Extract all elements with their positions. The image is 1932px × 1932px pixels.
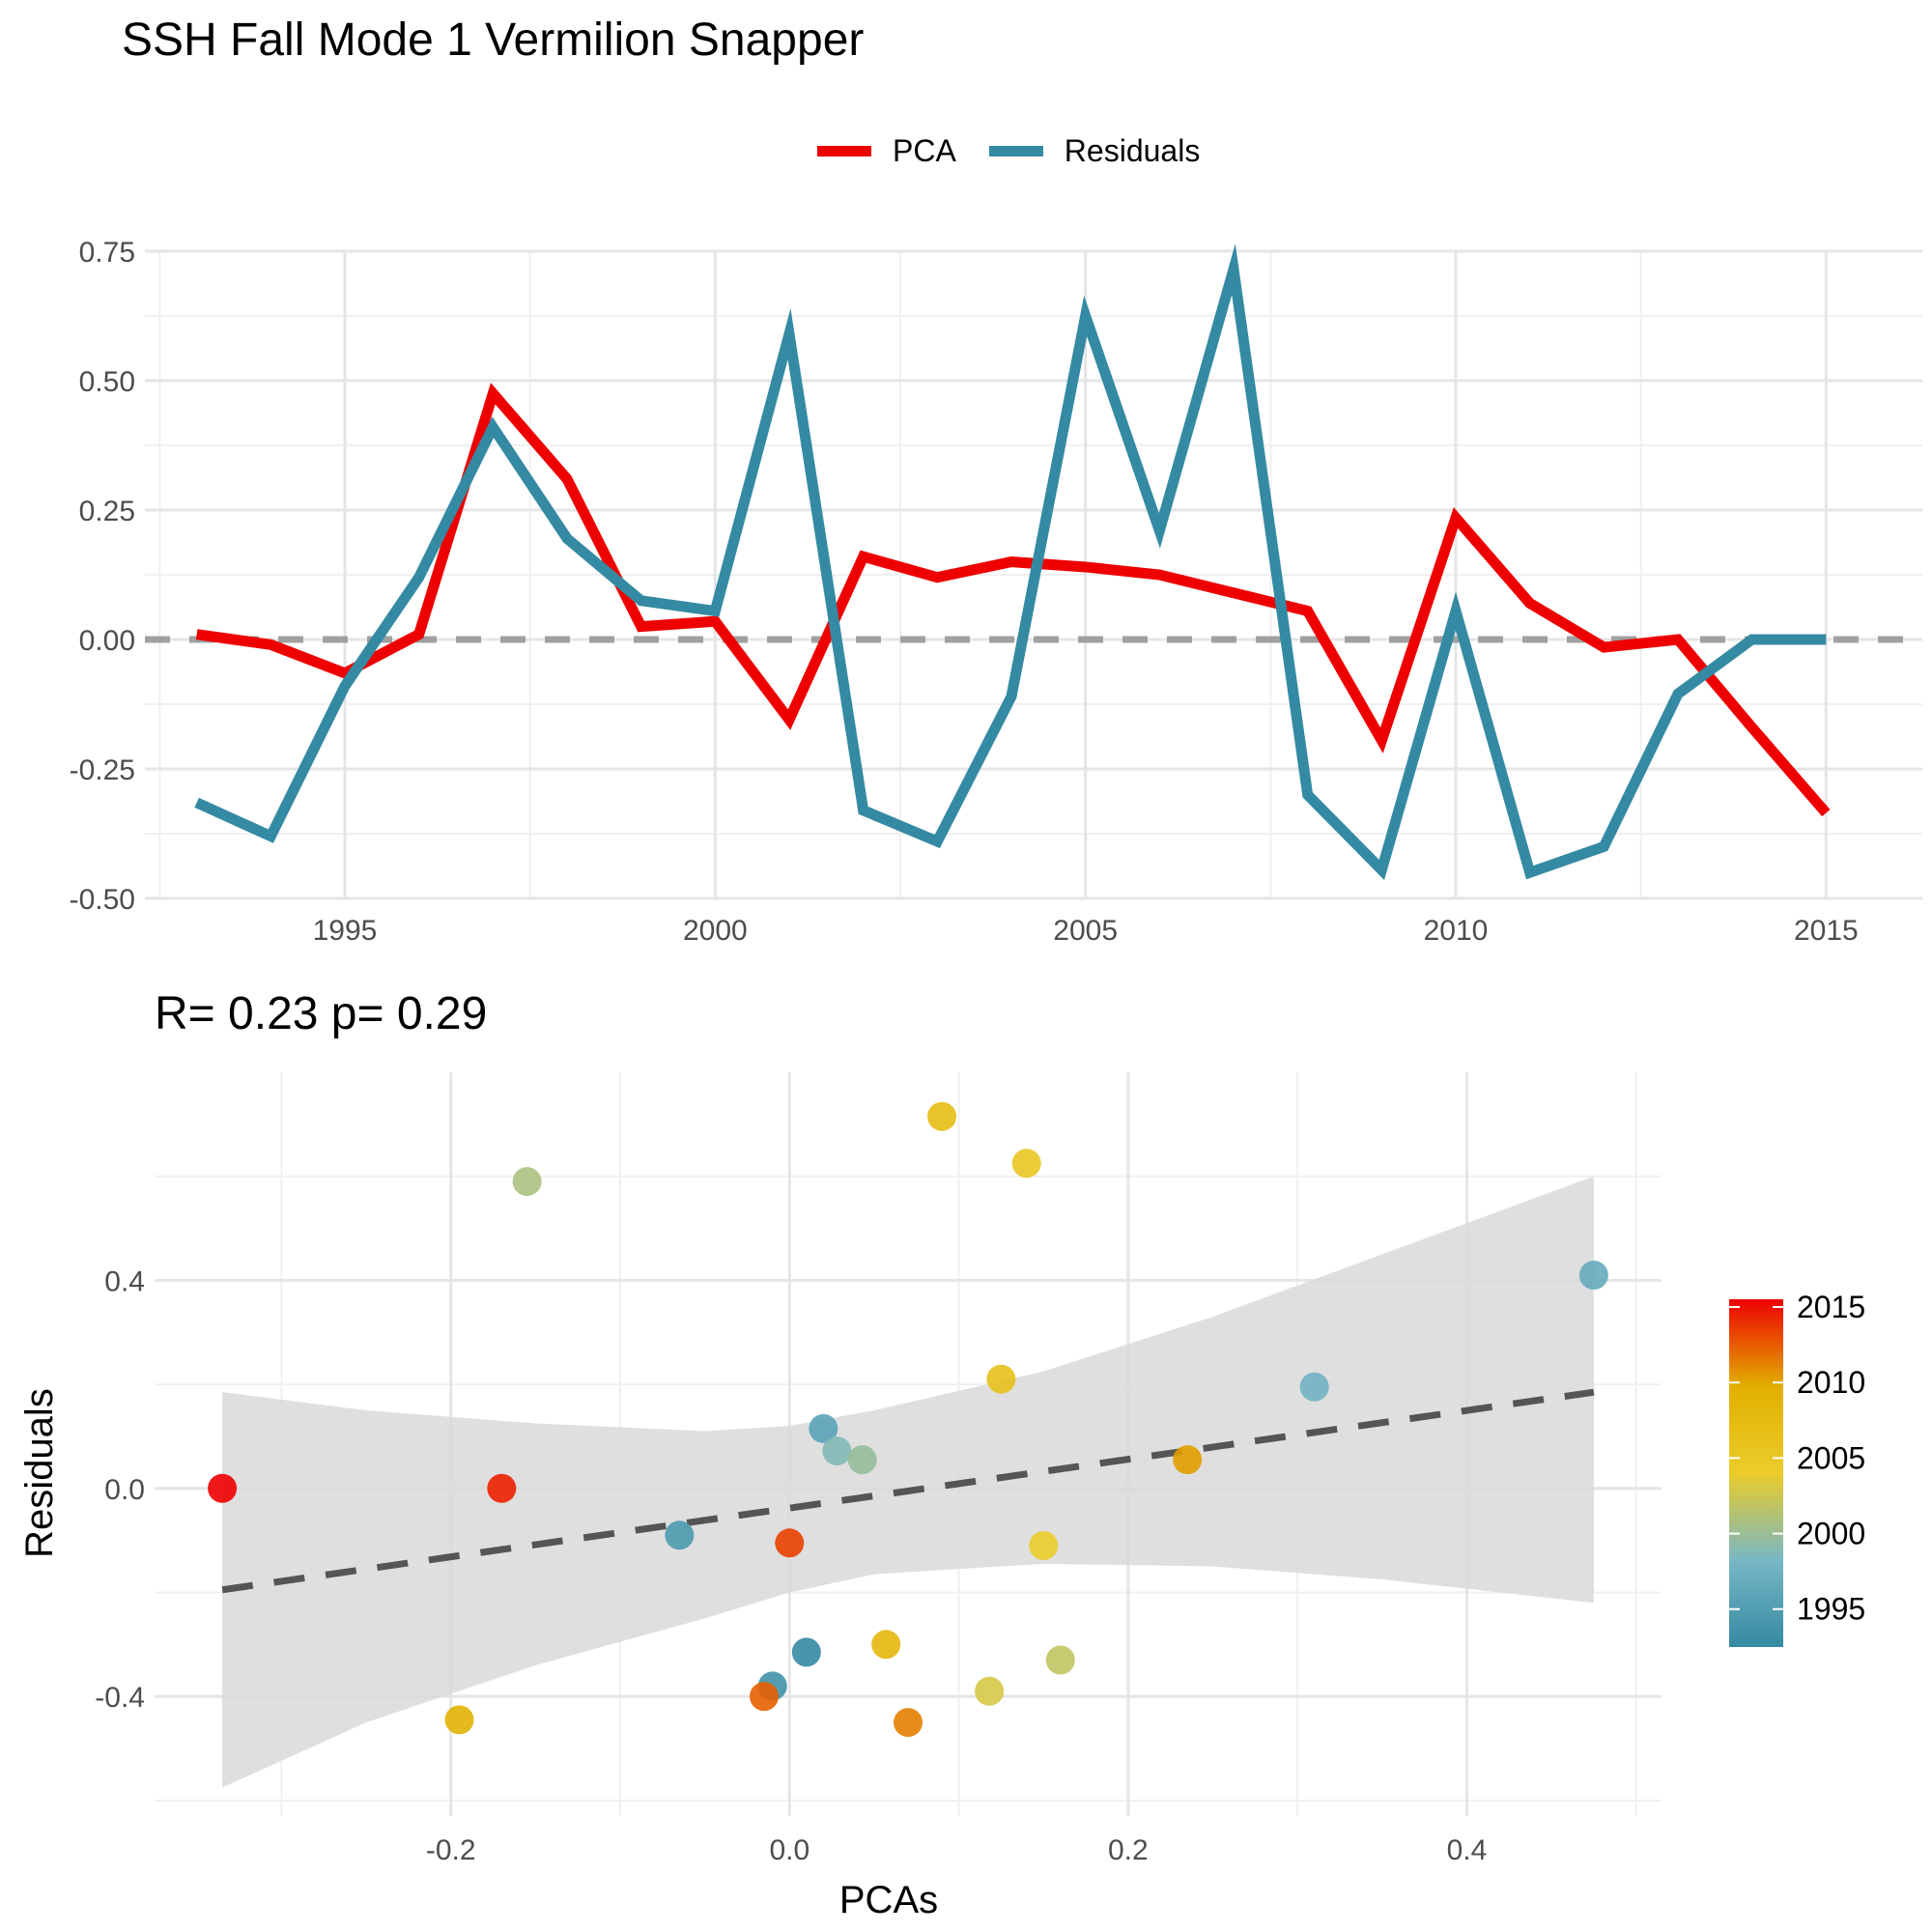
y-tick-label: 0.00 [79, 625, 135, 657]
x-tick-label: 1995 [313, 915, 378, 947]
y-tick-label: -0.25 [70, 754, 135, 786]
line-legend: PCA Residuals [817, 133, 1233, 169]
x-tick-label: 2015 [1794, 915, 1859, 947]
scatter-point [1011, 1149, 1041, 1179]
scatter-point [1029, 1531, 1059, 1560]
y-tick-label: -0.50 [70, 884, 135, 916]
scatter-point [775, 1528, 805, 1558]
legend-key-pca [817, 146, 871, 156]
scatter-point [871, 1630, 901, 1660]
y-tick-label: -0.4 [95, 1682, 145, 1714]
scatter-point [665, 1520, 695, 1550]
y-tick-label: 0.50 [79, 366, 135, 398]
y-tick-label: 0.25 [79, 496, 135, 527]
scatter-point [1173, 1445, 1203, 1475]
scatter-point [975, 1676, 1005, 1706]
series-line-pca [195, 383, 1831, 817]
scatter-point [822, 1436, 852, 1465]
y-axis-title: Residuals [18, 1388, 61, 1558]
x-tick-label: 0.2 [1108, 1834, 1149, 1866]
scatter-point [809, 1413, 838, 1443]
colorbar-tick-label: 2010 [1797, 1365, 1865, 1400]
x-tick-label: -0.2 [426, 1834, 476, 1866]
color-legend: 2015 2010 2005 2000 1995 [1729, 1290, 1865, 1647]
scatter-point [1299, 1372, 1329, 1402]
colorbar-tick-label: 2015 [1797, 1290, 1865, 1324]
colorbar-tick-label: 2000 [1797, 1517, 1865, 1551]
confidence-band [222, 1176, 1594, 1788]
legend-label-pca: PCA [893, 133, 956, 168]
legend-label-residuals: Residuals [1064, 133, 1201, 168]
scatter-point [894, 1708, 923, 1738]
scatter-point [791, 1637, 821, 1667]
y-tick-label: 0.0 [104, 1474, 145, 1506]
legend-key-residuals [988, 146, 1043, 156]
scatter-point [927, 1101, 957, 1131]
scatter-point [512, 1167, 542, 1197]
x-axis-title: PCAs [839, 1879, 938, 1921]
x-tick-label: 0.4 [1447, 1834, 1488, 1866]
y-tick-label: 0.4 [104, 1265, 145, 1297]
scatter-point [1045, 1645, 1075, 1675]
scatter-point [208, 1473, 238, 1503]
colorbar-tick-label: 2005 [1797, 1440, 1865, 1475]
scatter-point [1578, 1261, 1608, 1290]
series-line-residuals [194, 243, 1827, 881]
y-tick-label: 0.75 [79, 237, 135, 269]
x-tick-label: 2000 [683, 915, 748, 947]
x-tick-label: 0.0 [769, 1834, 810, 1866]
colorbar-tick-label: 1995 [1797, 1592, 1865, 1627]
scatter-point [847, 1445, 877, 1475]
x-tick-label: 2005 [1053, 915, 1118, 947]
scatter-point [487, 1473, 517, 1503]
colorbar-ramp [1729, 1299, 1783, 1647]
scatter-point [444, 1705, 474, 1735]
figure-title: SSH Fall Mode 1 Vermilion Snapper [122, 14, 865, 66]
scatter-point [986, 1364, 1016, 1394]
scatter-chart-panel: 0.4 0.0 -0.4 -0.2 0.0 0.2 0.4 PCAs Residuals [18, 1072, 1662, 1921]
x-tick-label: 2010 [1424, 915, 1489, 947]
regression-fit-line [221, 1388, 1595, 1594]
line-chart-panel: 0.75 0.50 0.25 0.00 -0.25 -0.50 1995 2000 2005 20… [70, 237, 1922, 947]
scatter-stat-title: R= 0.23 p= 0.29 [155, 988, 488, 1039]
scatter-point [750, 1682, 780, 1712]
